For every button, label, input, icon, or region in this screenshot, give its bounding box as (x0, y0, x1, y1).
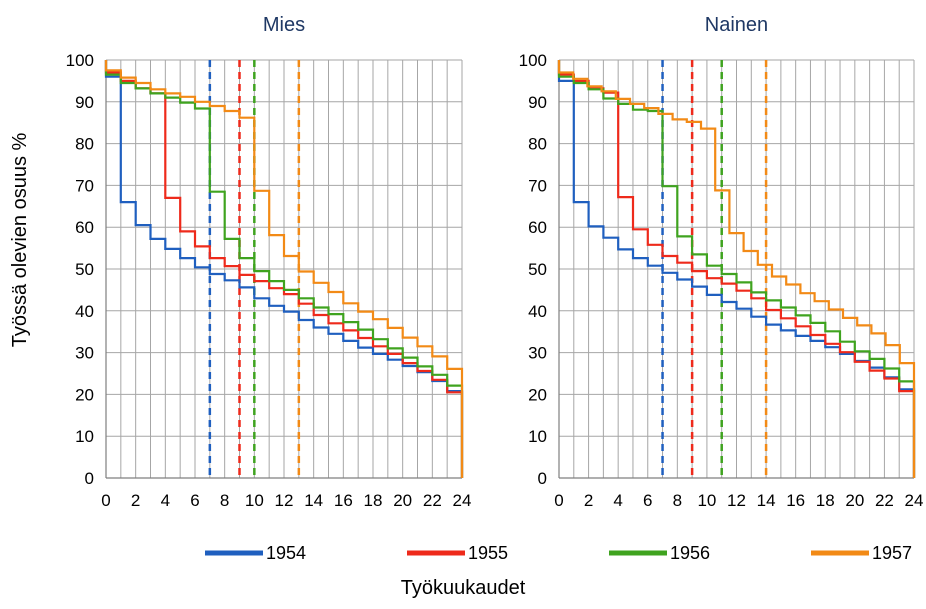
x-tick-label: 24 (453, 491, 472, 510)
series-line-1955 (104, 60, 464, 478)
x-tick-label: 2 (131, 491, 140, 510)
x-tick-label: 0 (554, 491, 563, 510)
x-tick-label: 18 (816, 491, 835, 510)
x-tick-label: 20 (845, 491, 864, 510)
y-tick-label: 0 (538, 469, 547, 488)
y-tick-label: 60 (75, 218, 94, 237)
x-tick-label: 8 (673, 491, 682, 510)
y-tick-label: 50 (528, 260, 547, 279)
x-tick-label: 8 (220, 491, 229, 510)
x-tick-label: 12 (727, 491, 746, 510)
x-axis-label: Työkuukaudet (401, 577, 526, 599)
x-tick-label: 6 (643, 491, 652, 510)
x-tick-label: 0 (101, 491, 110, 510)
x-tick-label: 14 (304, 491, 323, 510)
y-tick-label: 70 (528, 176, 547, 195)
x-tick-label: 16 (334, 491, 353, 510)
y-tick-label: 80 (75, 135, 94, 154)
legend: 1954 1955 1956 1957 (205, 543, 912, 563)
y-tick-label: 10 (528, 427, 547, 446)
x-tick-label: 4 (613, 491, 622, 510)
y-tick-label: 30 (528, 344, 547, 363)
legend-label-1957: 1957 (872, 543, 912, 563)
x-tick-label: 16 (786, 491, 805, 510)
x-tick-label: 10 (697, 491, 716, 510)
x-tick-label: 6 (190, 491, 199, 510)
x-tick-label: 12 (275, 491, 294, 510)
y-tick-label: 10 (75, 427, 94, 446)
y-tick-label: 90 (528, 93, 547, 112)
x-tick-label: 22 (423, 491, 442, 510)
y-tick-label: 30 (75, 344, 94, 363)
x-tick-label: 22 (875, 491, 894, 510)
y-tick-label: 90 (75, 93, 94, 112)
x-tick-label: 4 (161, 491, 170, 510)
y-tick-label: 40 (528, 302, 547, 321)
x-tick-label: 14 (757, 491, 776, 510)
legend-label-1956: 1956 (670, 543, 710, 563)
series-line-1957 (104, 60, 464, 478)
panel-title: Mies (263, 14, 305, 36)
x-tick-label: 20 (393, 491, 412, 510)
series-line-1955 (557, 60, 916, 478)
x-tick-label: 2 (584, 491, 593, 510)
y-tick-label: 50 (75, 260, 94, 279)
series-line-1957 (557, 60, 916, 478)
x-tick-label: 10 (245, 491, 264, 510)
y-axis-label: Työssä olevien osuus % (9, 133, 31, 348)
y-tick-label: 20 (75, 385, 94, 404)
x-tick-label: 24 (905, 491, 924, 510)
y-tick-label: 70 (75, 176, 94, 195)
y-tick-label: 100 (519, 51, 547, 70)
y-tick-label: 100 (66, 51, 94, 70)
legend-label-1954: 1954 (266, 543, 306, 563)
y-tick-label: 0 (85, 469, 94, 488)
y-tick-label: 20 (528, 385, 547, 404)
x-tick-label: 18 (364, 491, 383, 510)
legend-label-1955: 1955 (468, 543, 508, 563)
series-line-1954 (104, 60, 464, 478)
y-tick-label: 80 (528, 135, 547, 154)
panel-title: Nainen (705, 14, 768, 36)
y-tick-label: 60 (528, 218, 547, 237)
y-tick-label: 40 (75, 302, 94, 321)
